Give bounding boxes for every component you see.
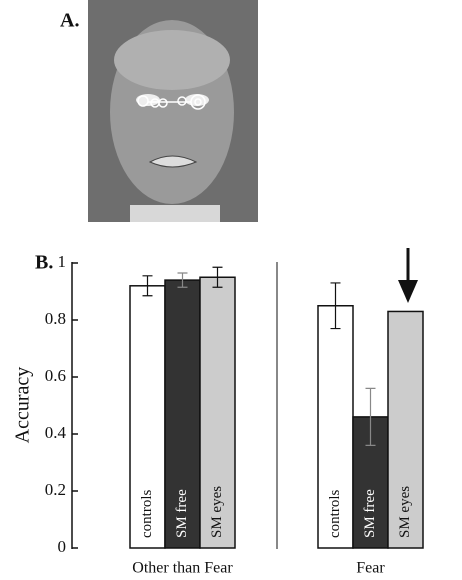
bar-label: SM free [362, 489, 378, 538]
bar-label: controls [327, 490, 343, 538]
y-tick-label: 0.4 [45, 423, 67, 442]
panel-label: B. [35, 252, 53, 274]
y-tick-label: 1 [58, 252, 67, 271]
y-axis-label: Accuracy [12, 367, 34, 444]
bar-label: controls [139, 490, 155, 538]
face-photo [88, 0, 258, 222]
bar-label: SM free [174, 489, 190, 538]
bar-label: SM eyes [209, 486, 225, 538]
y-tick-label: 0.2 [45, 480, 66, 499]
y-tick-label: 0.6 [45, 366, 66, 385]
y-tick-label: 0 [58, 537, 67, 556]
panel-label: A. [60, 10, 79, 32]
y-tick-label: 0.8 [45, 309, 66, 328]
x-tick-label: Fear [356, 560, 385, 577]
arrow [398, 248, 418, 303]
x-tick-label: Other than Fear [132, 560, 233, 577]
bar-label: SM eyes [397, 486, 413, 538]
figure: A. B. Accuracy 0 0.2 0.4 0.6 0.8 1 Other than … [0, 0, 462, 580]
